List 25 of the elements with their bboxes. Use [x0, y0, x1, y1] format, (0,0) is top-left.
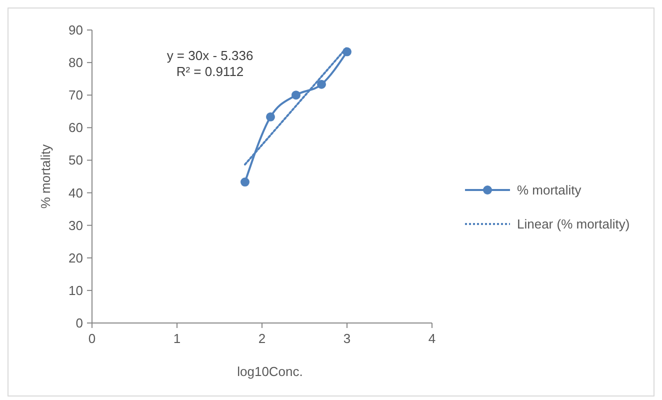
x-axis-title: log10Conc. [237, 364, 303, 379]
y-axis-title: % mortality [38, 144, 53, 209]
x-tick-label: 2 [258, 331, 266, 346]
x-tick-label: 0 [88, 331, 96, 346]
y-tick-label: 20 [68, 250, 83, 266]
y-tick-label: 0 [76, 316, 83, 330]
x-tick-label: 3 [343, 331, 351, 346]
y-tick-label: 60 [68, 120, 83, 136]
annotation: R² = 0.9112 [176, 64, 244, 79]
point [317, 80, 326, 89]
y-tick-label: 40 [68, 185, 83, 200]
y-tick-label: 10 [68, 282, 83, 298]
y-tick-label: 90 [68, 22, 83, 38]
legend-label: % mortality [517, 182, 582, 198]
point [240, 178, 250, 187]
point [266, 112, 275, 122]
point [292, 90, 300, 100]
y-tick-label: 50 [68, 152, 83, 168]
x-tick-label: 4 [428, 331, 436, 346]
annotation: y = 30x - 5.336 [166, 48, 254, 63]
y-tick-label: 30 [68, 218, 83, 233]
y-tick-label: 70 [68, 88, 83, 103]
legend-label: Linear (% mortality) [517, 216, 630, 232]
y-tick-label: 80 [68, 55, 83, 70]
x-tick-label: 1 [173, 331, 181, 346]
